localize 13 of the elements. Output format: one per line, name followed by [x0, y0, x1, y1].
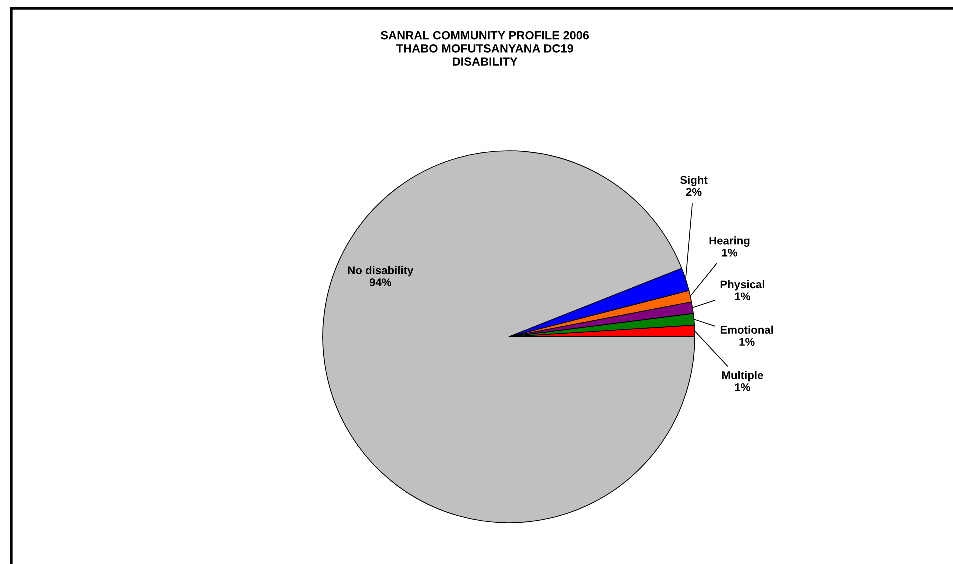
slice-label: Physical: [720, 280, 764, 291]
data-label: 1%: [740, 338, 755, 346]
slice-label: Sight: [680, 176, 708, 186]
slice-label: Emotional: [720, 326, 774, 334]
slice-label: Multiple: [722, 371, 764, 382]
slice-label: Hearing: [710, 236, 750, 248]
data-label: 1%: [735, 384, 750, 392]
data-label: 94%: [370, 278, 392, 286]
data-label: 1%: [735, 292, 750, 301]
chart-title: SANRAL COMMUNITY PROFILE 2006 THABO MOFUTSANYANA DC19 DISABILITY: [381, 31, 590, 66]
slice-label: No disability: [348, 266, 414, 277]
data-label: 2%: [686, 188, 702, 196]
data-label: 1%: [722, 248, 738, 257]
